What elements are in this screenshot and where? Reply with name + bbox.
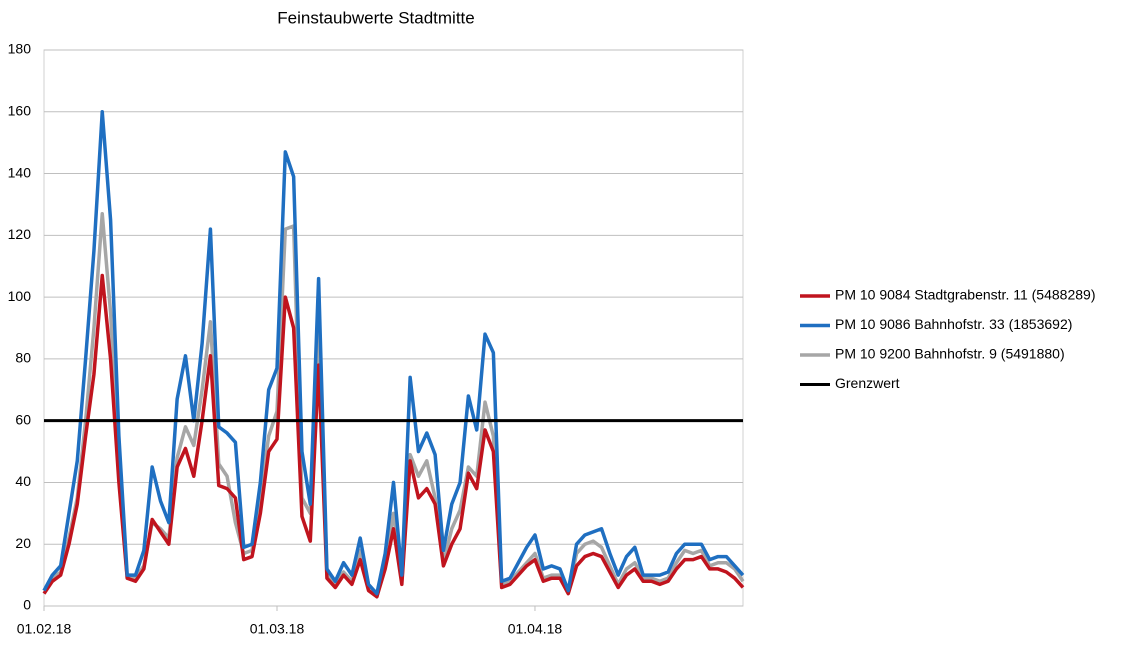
x-tick-label: 01.03.18 (250, 621, 305, 637)
legend-label: Grenzwert (835, 375, 900, 391)
y-tick-label: 40 (15, 473, 31, 489)
x-tick-label: 01.04.18 (508, 621, 563, 637)
series-line (42, 110, 745, 596)
y-tick-label: 80 (15, 350, 31, 366)
y-tick-label: 180 (8, 41, 32, 57)
y-tick-label: 0 (23, 597, 31, 613)
legend-label: PM 10 9200 Bahnhofstr. 9 (5491880) (835, 346, 1065, 362)
legend-label: PM 10 9086 Bahnhofstr. 33 (1853692) (835, 316, 1072, 332)
chart-title: Feinstaubwerte Stadtmitte (277, 8, 474, 27)
legend-label: PM 10 9084 Stadtgrabenstr. 11 (5488289) (835, 287, 1095, 303)
y-tick-label: 100 (8, 288, 32, 304)
y-tick-label: 140 (8, 164, 32, 180)
y-tick-label: 60 (15, 411, 31, 427)
y-tick-label: 20 (15, 535, 31, 551)
series-line (42, 273, 745, 599)
x-tick-label: 01.02.18 (17, 621, 72, 637)
y-tick-label: 120 (8, 226, 32, 242)
y-tick-label: 160 (8, 102, 32, 118)
